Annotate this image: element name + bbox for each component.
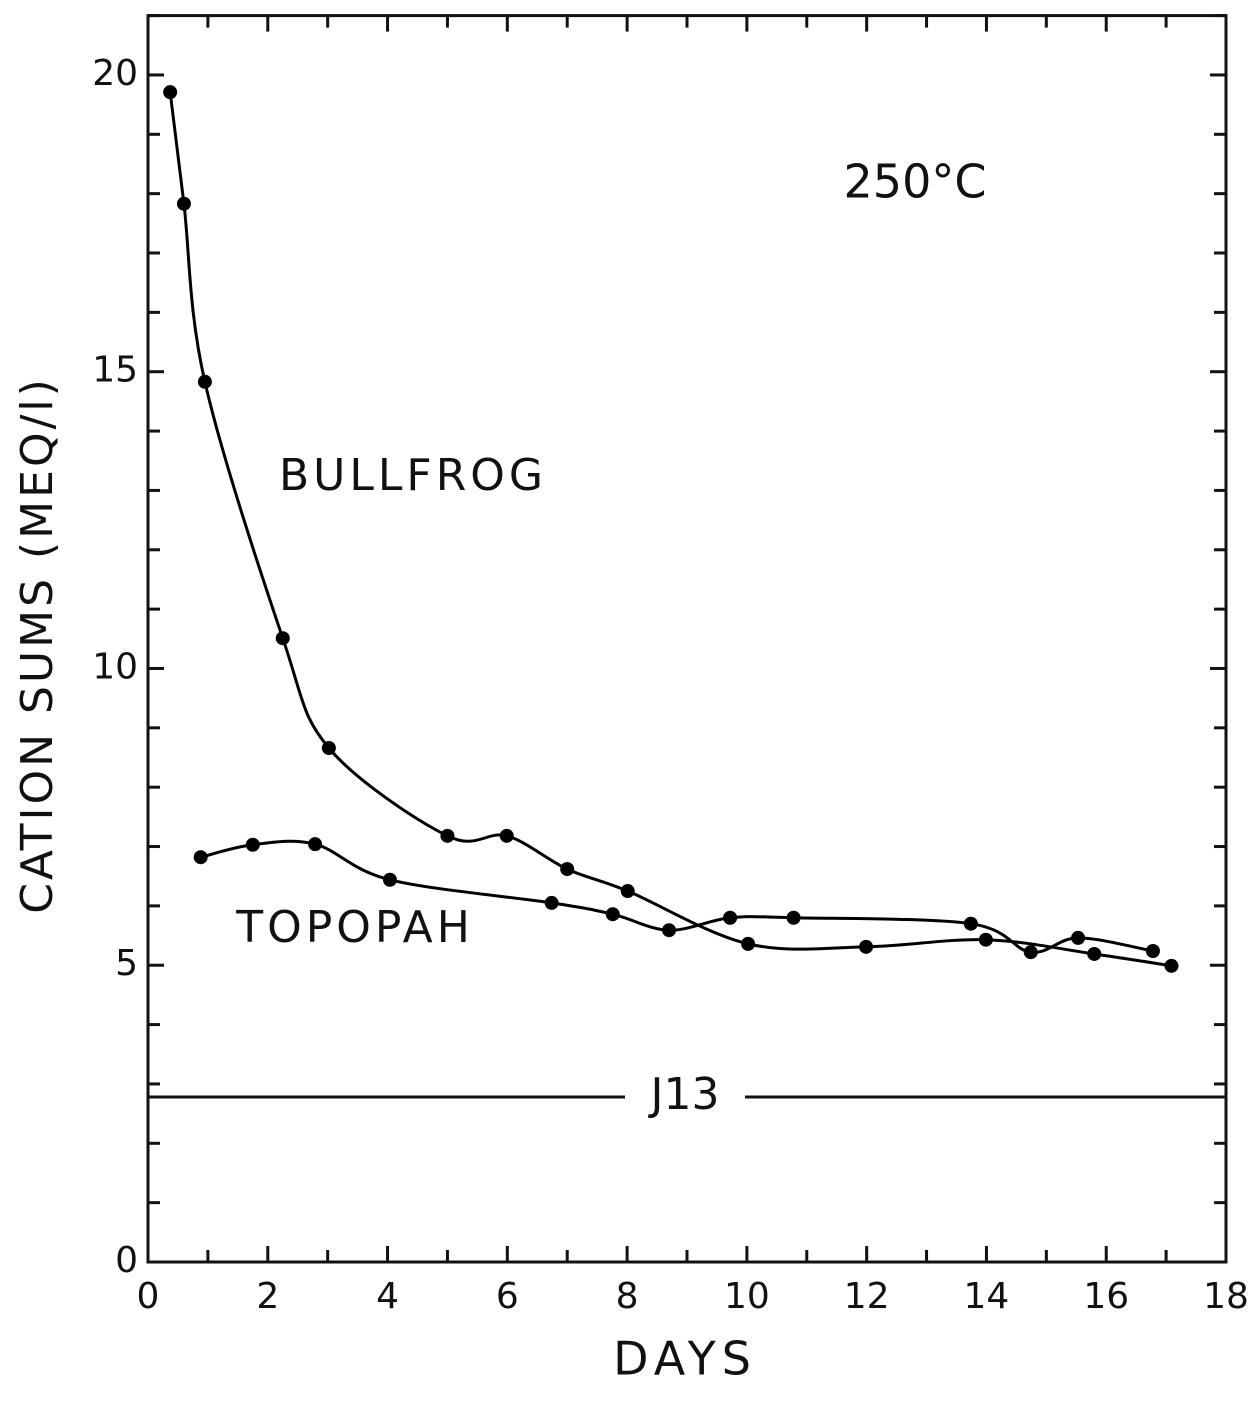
annotation: BULLFROG xyxy=(279,450,547,501)
data-point xyxy=(560,862,575,877)
data-point xyxy=(163,85,178,100)
data-point xyxy=(308,837,323,852)
x-tick-label: 6 xyxy=(496,1276,519,1317)
data-point xyxy=(197,374,212,389)
data-point xyxy=(1023,945,1038,960)
data-point xyxy=(176,196,191,211)
x-tick-label: 16 xyxy=(1083,1276,1129,1317)
y-tick-label: 5 xyxy=(115,943,138,984)
x-axis-title: DAYS xyxy=(613,1332,757,1386)
data-point xyxy=(859,939,874,954)
x-tick-label: 12 xyxy=(844,1276,890,1317)
data-point xyxy=(321,741,336,756)
series-line xyxy=(168,91,1172,968)
x-tick-label: 18 xyxy=(1203,1276,1249,1317)
data-point xyxy=(978,932,993,947)
y-tick-label: 15 xyxy=(92,350,138,391)
y-tick-label: 20 xyxy=(92,53,138,94)
annotation: TOPOPAH xyxy=(235,902,474,953)
x-tick-label: 0 xyxy=(137,1276,160,1317)
data-point xyxy=(605,907,620,922)
x-tick-label: 10 xyxy=(724,1276,770,1317)
data-point xyxy=(1164,958,1179,973)
data-point xyxy=(786,910,801,925)
data-point xyxy=(1071,930,1086,945)
data-point xyxy=(620,884,635,899)
data-point xyxy=(963,916,978,931)
data-point xyxy=(193,850,208,865)
data-point xyxy=(382,872,397,887)
data-point xyxy=(723,910,738,925)
y-tick-label: 10 xyxy=(92,646,138,687)
data-point xyxy=(1087,946,1102,961)
y-axis-title: CATION SUMS (MEQ/l) xyxy=(12,376,63,914)
data-point xyxy=(741,936,756,951)
data-point xyxy=(275,631,290,646)
x-tick-label: 2 xyxy=(256,1276,279,1317)
x-tick-label: 8 xyxy=(616,1276,639,1317)
data-point xyxy=(499,828,514,843)
data-point xyxy=(662,923,677,938)
x-tick-label: 14 xyxy=(964,1276,1010,1317)
x-tick-label: 4 xyxy=(376,1276,399,1317)
data-point xyxy=(245,837,260,852)
data-point xyxy=(440,828,455,843)
data-point xyxy=(544,895,559,910)
y-tick-label: 0 xyxy=(115,1240,138,1281)
annotation: 250°C xyxy=(844,155,987,209)
reference-label: J13 xyxy=(648,1069,720,1120)
data-point xyxy=(1145,943,1160,958)
